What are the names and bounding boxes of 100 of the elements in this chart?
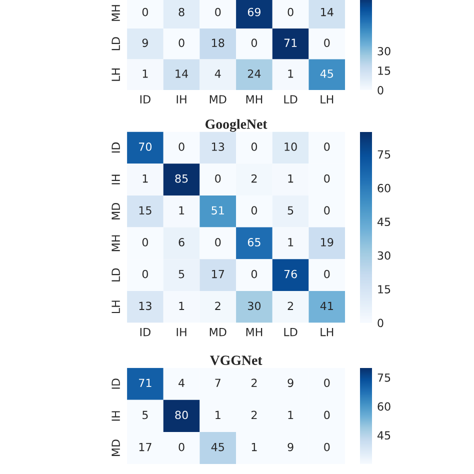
y-tick-label: MH: [112, 235, 120, 252]
color-bar-label: 60: [378, 402, 390, 411]
data-label: 19: [321, 238, 334, 246]
y-tick-label: LD: [112, 37, 120, 50]
data-label: 0: [215, 8, 221, 16]
data-label: 2: [288, 302, 293, 310]
color-bar-label: 60: [378, 184, 390, 192]
data-label: 1: [288, 238, 294, 246]
data-label: 14: [176, 70, 188, 78]
data-label: 0: [178, 38, 184, 48]
x-tick-label: IH: [176, 328, 186, 336]
data-label: 17: [139, 442, 152, 452]
y-tick-label: ID: [112, 142, 120, 153]
data-label: 41: [320, 302, 333, 310]
y-tick-label: LD: [112, 268, 120, 282]
data-label: 17: [212, 270, 224, 278]
data-label: 0: [251, 270, 258, 278]
data-label: 1: [142, 174, 148, 183]
data-label: 0: [324, 378, 330, 388]
y-tick-label: IH: [112, 174, 120, 184]
data-label: 0: [288, 8, 294, 16]
data-label: 0: [251, 206, 258, 215]
color-bar-label: 45: [377, 218, 390, 226]
data-label: 1: [142, 70, 148, 78]
data-label: 69: [248, 8, 261, 16]
y-tick-label: MD: [112, 202, 120, 220]
data-label: 0: [324, 142, 330, 151]
y-tick-label: ID: [112, 378, 120, 389]
data-label: 65: [248, 238, 260, 246]
data-label: 15: [139, 206, 152, 215]
data-label: 0: [251, 142, 258, 151]
color-bar-label: 45: [377, 431, 390, 440]
color-bar-label: 15: [378, 285, 390, 294]
color-bar-label: 15: [378, 66, 390, 75]
data-label: 2: [252, 378, 257, 387]
data-label: 1: [288, 70, 294, 78]
data-label: 0: [142, 238, 148, 246]
chart-title: VGGNet: [210, 356, 262, 366]
data-label: 0: [178, 442, 184, 452]
color-bar-label: 30: [378, 251, 390, 260]
data-label: 8: [178, 8, 184, 16]
data-label: 0: [142, 270, 148, 278]
data-label: 13: [139, 302, 152, 310]
data-label: 0: [178, 142, 184, 151]
data-label: 0: [324, 174, 330, 183]
y-tick-label: LH: [112, 68, 120, 81]
data-label: 1: [216, 410, 220, 419]
data-label: 76: [284, 270, 297, 278]
data-label: 0: [324, 410, 330, 420]
x-tick-label: MH: [246, 328, 262, 336]
data-label: 2: [252, 174, 257, 183]
data-label: 9: [142, 38, 148, 48]
data-label: 5: [142, 410, 148, 420]
y-tick-label: MH: [112, 5, 120, 21]
y-tick-label: MD: [112, 440, 120, 456]
data-label: 0: [251, 38, 258, 48]
data-label: 85: [175, 174, 188, 183]
data-label: 1: [179, 302, 184, 310]
data-label: 7: [215, 378, 220, 387]
data-label: 2: [252, 410, 257, 419]
x-tick-label: LD: [284, 95, 298, 104]
chart-title: GoogleNet: [205, 119, 268, 132]
x-tick-label: LD: [284, 328, 298, 336]
x-tick-label: ID: [140, 328, 150, 336]
data-label: 24: [248, 69, 261, 78]
color-bar-label: 30: [378, 46, 390, 56]
data-label: 10: [284, 142, 297, 151]
x-tick-label: MH: [246, 95, 262, 104]
data-label: 0: [324, 206, 330, 215]
data-label: 14: [321, 8, 334, 16]
x-tick-label: LH: [320, 328, 334, 336]
color-bar-label: 75: [378, 150, 390, 159]
data-label: 45: [211, 442, 224, 452]
x-tick-label: MD: [210, 95, 226, 104]
data-label: 71: [284, 38, 297, 47]
x-tick-label: IH: [176, 95, 186, 104]
data-label: 18: [212, 38, 224, 48]
color-bar-label: 0: [378, 318, 384, 328]
y-tick-label: IH: [112, 411, 120, 421]
data-label: 0: [324, 38, 330, 48]
data-label: 70: [139, 142, 152, 151]
data-label: 1: [179, 206, 184, 214]
data-label: 6: [178, 238, 184, 246]
data-label: 1: [252, 442, 257, 452]
color-bar-label: 0: [378, 86, 384, 94]
data-label: 9: [288, 442, 294, 452]
x-tick-label: LH: [320, 95, 334, 104]
x-tick-label: ID: [140, 95, 150, 104]
data-label: 4: [214, 70, 221, 78]
data-label: 0: [324, 442, 330, 452]
data-label: 45: [320, 70, 333, 78]
data-label: 30: [248, 302, 261, 310]
data-label: 1: [288, 410, 294, 419]
data-label: 80: [175, 410, 188, 420]
data-label: 13: [212, 142, 224, 151]
data-label: 51: [212, 206, 224, 215]
data-label: 5: [288, 206, 294, 215]
data-label: 0: [142, 8, 148, 16]
data-label: 5: [178, 270, 184, 278]
data-label: 4: [178, 378, 184, 387]
